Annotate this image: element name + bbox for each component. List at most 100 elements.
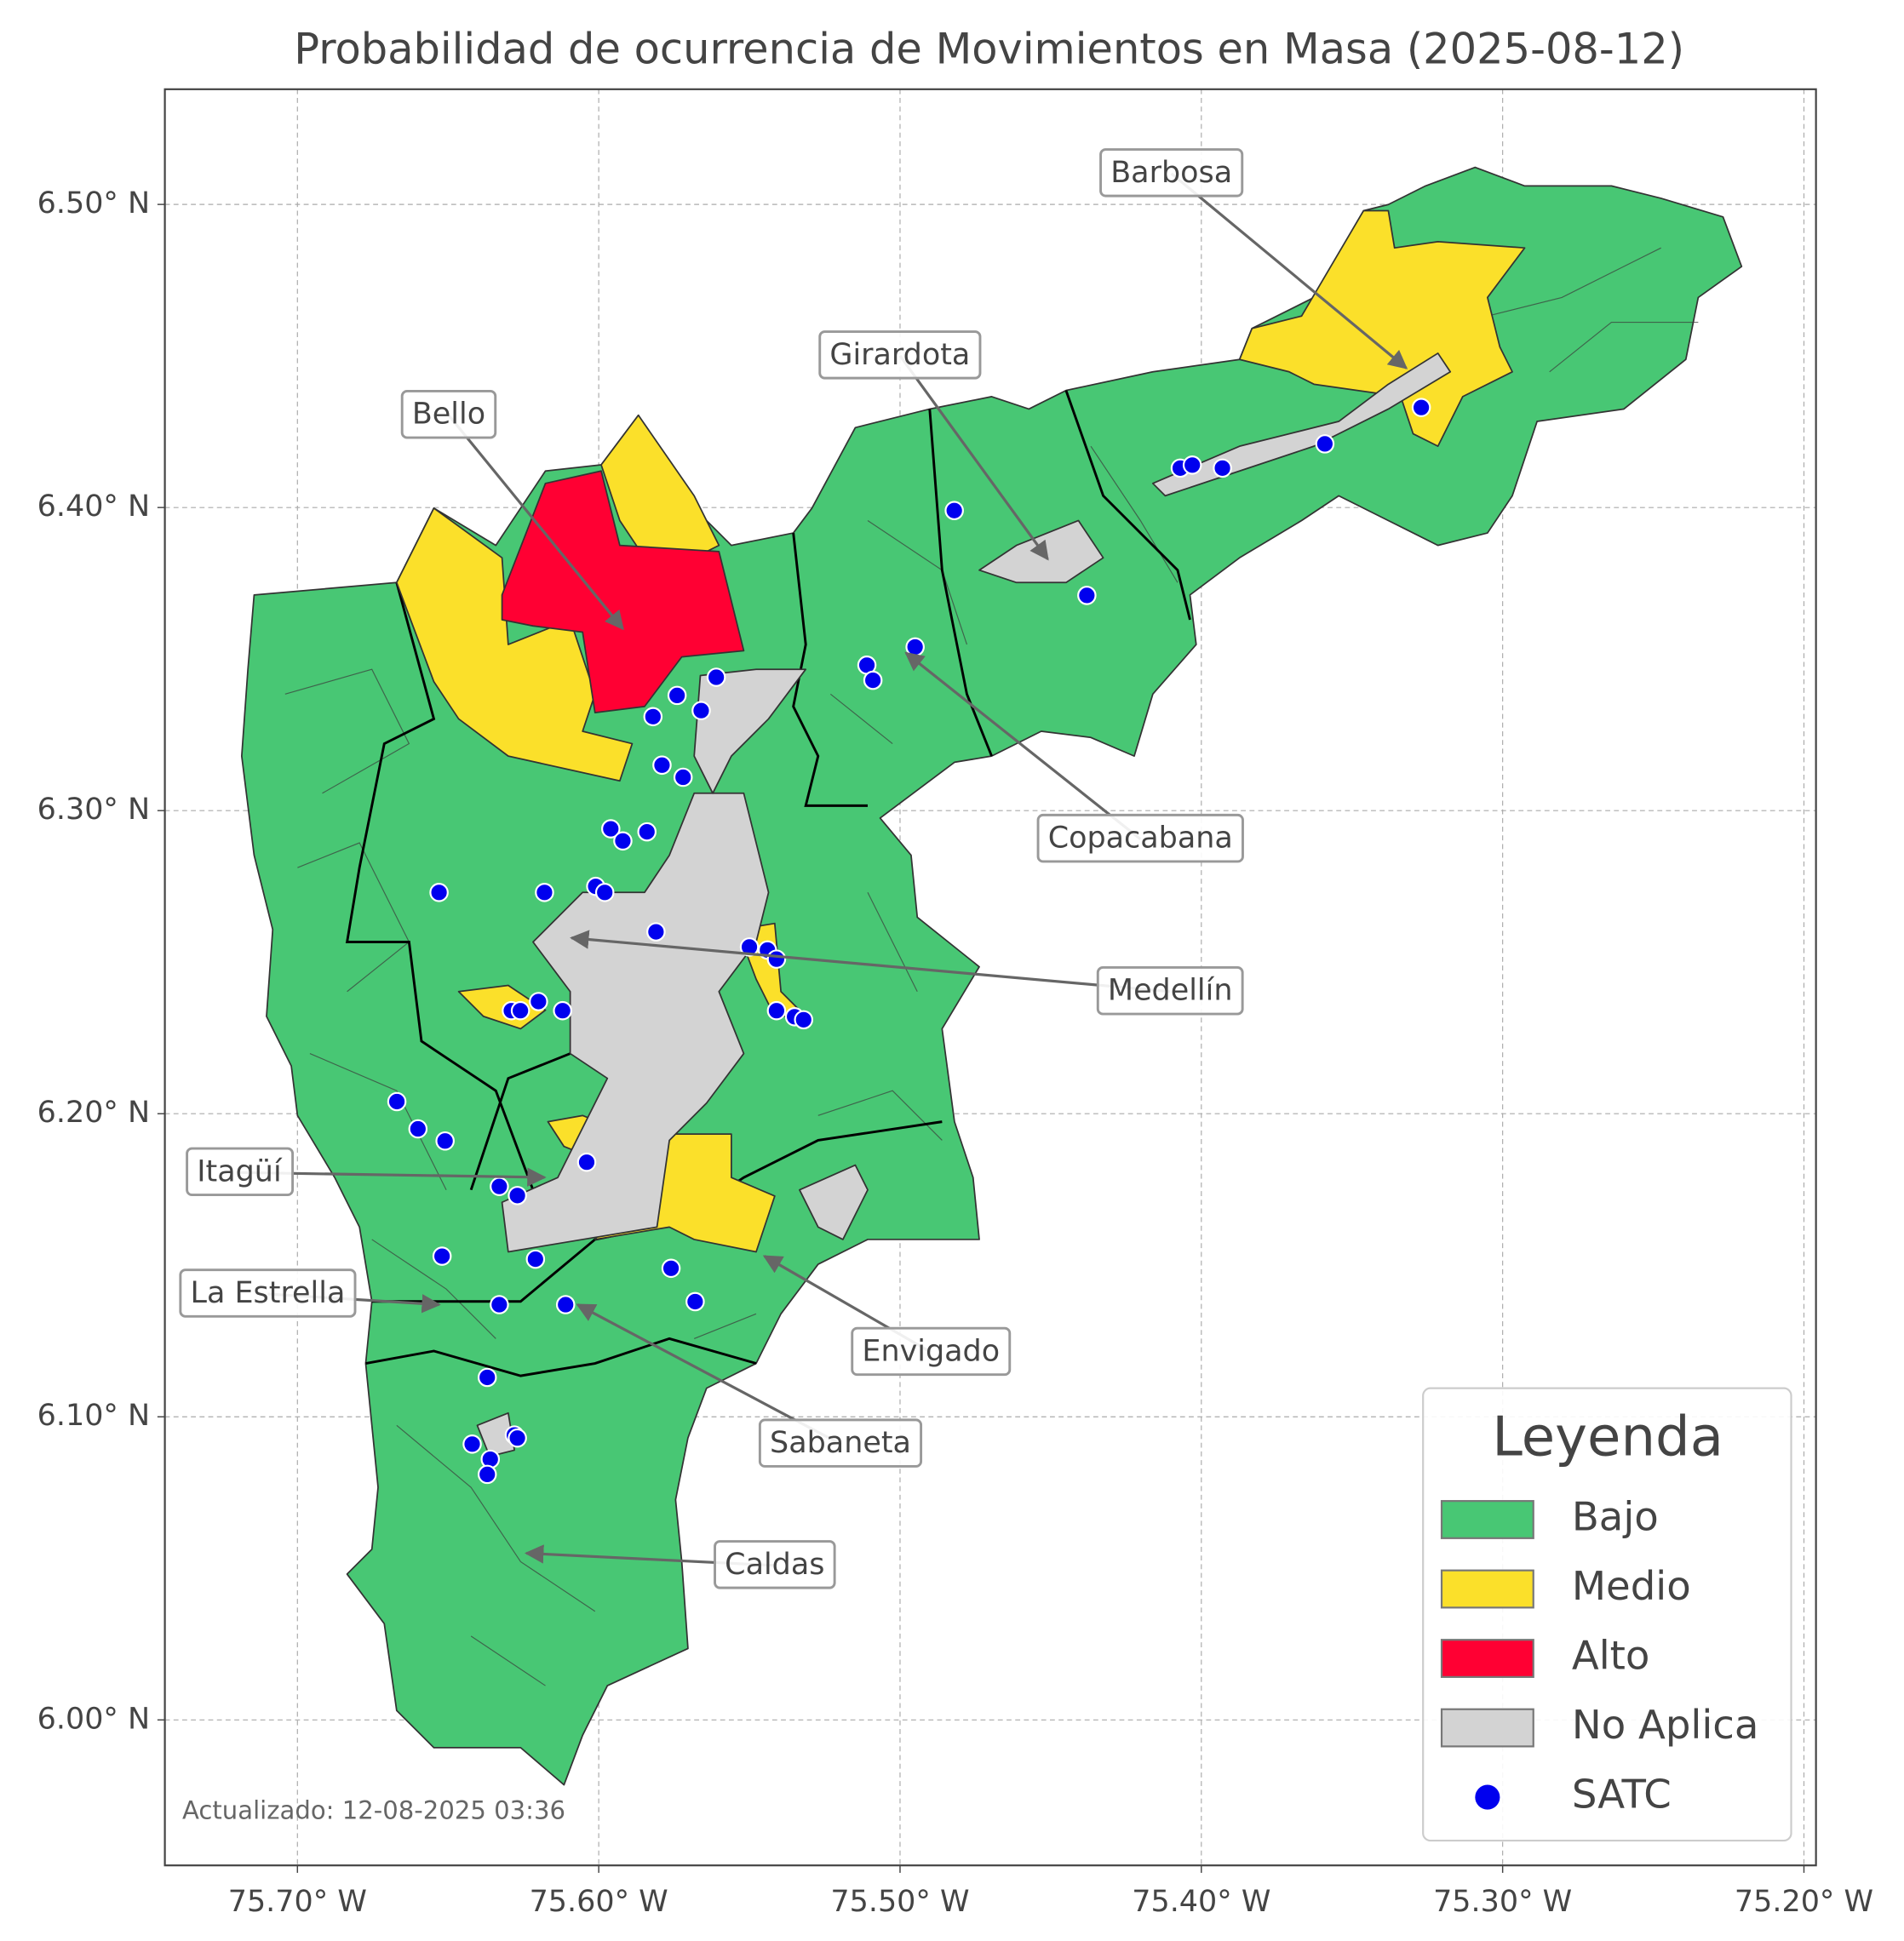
legend-swatch [1440,1500,1534,1539]
legend-label: No Aplica [1572,1702,1759,1748]
satc-point [1411,398,1431,417]
zone-no-aplica [693,668,807,794]
satc-point [646,922,666,942]
satc-point [863,670,883,690]
satc-point [429,883,449,902]
satc-point [766,949,787,969]
plot-frame [163,88,1817,1867]
satc-point [462,1434,482,1454]
annotation: Itagüí [186,1147,547,1197]
satc-point [529,992,548,1011]
map [240,166,1743,1786]
satc-point [387,1091,407,1112]
satc-point [508,1186,527,1205]
x-tick-label: 75.70° W [228,1885,367,1919]
zone-no-aplica [799,1164,869,1240]
annotation: Girardota [818,330,1049,561]
zone-no-aplica [476,1411,516,1457]
footer-note: Actualizado: 12-08-2025 03:36 [182,1796,565,1825]
satc-point [525,1249,546,1269]
satc-point [553,1000,572,1021]
annotation-arrow [904,651,1142,840]
satc-points [387,398,1431,1485]
satc-point [432,1246,452,1266]
satc-point [535,883,554,902]
legend-swatch [1440,1708,1534,1748]
satc-point [637,822,657,842]
zone-alto [501,470,745,714]
annotation-label: Bello [412,398,485,432]
annotation-box [400,390,497,439]
annotation-arrow [570,930,1171,993]
x-tick-label: 75.20° W [1735,1885,1873,1919]
legend-title: Leyenda [1492,1406,1723,1469]
annotation-box [851,1326,1012,1377]
annotation-label: Medellín [1108,974,1233,1008]
x-tick-label: 75.30° W [1433,1885,1572,1919]
satc-point [1315,434,1335,454]
annotation-label: Copacabana [1048,822,1233,856]
y-tick-label: 6.50° N [37,186,150,220]
satc-point [652,755,672,776]
satc-point [685,1291,705,1312]
annotation: La Estrella [179,1268,441,1318]
annotation: Bello [400,390,624,631]
annotation-label: Caldas [725,1548,824,1582]
satc-point [766,1000,787,1021]
x-tick-label: 75.40° W [1132,1885,1270,1919]
annotation-arrow [447,414,624,631]
y-tick-label: 6.00° N [37,1702,150,1736]
satc-point [490,1177,509,1196]
legend-swatch [1440,1569,1534,1609]
x-tick-label: 75.50° W [830,1885,969,1919]
annotation-box [1096,966,1244,1016]
zone-medio [395,507,634,782]
annotation-label: La Estrella [191,1276,346,1310]
satc-point [1213,458,1232,478]
annotation-label: Barbosa [1110,156,1232,190]
satc-point [1077,586,1097,605]
satc-point [594,883,615,902]
satc-point [576,1152,597,1172]
annotation-box [1036,813,1244,863]
legend-label: Bajo [1572,1493,1659,1539]
satc-point [435,1131,455,1151]
annotation: Barbosa [1099,148,1408,369]
satc-point [477,1367,497,1388]
municipal-boundaries [345,390,1191,1377]
annotation-label: Sabaneta [770,1426,911,1460]
zone-no-aplica [501,792,770,1253]
satc-point [667,685,687,706]
annotation-label: Envigado [862,1334,1000,1368]
annotation-box [179,1268,357,1318]
annotation-box [186,1147,295,1197]
legend-label: SATC [1572,1772,1672,1818]
y-tick-label: 6.40° N [37,490,150,524]
satc-point [613,831,633,851]
annotation-box [714,1540,836,1589]
annotation-arrow [1170,172,1408,369]
satc-point [1182,455,1202,475]
annotation: Medellín [570,930,1244,1016]
legend-label: Alto [1572,1633,1650,1679]
legend: Leyenda Bajo Medio Alto No Aplica SATC [1422,1387,1792,1842]
annotation-box [818,330,982,380]
satc-point [643,707,663,727]
annotation-box [1099,148,1244,198]
annotation-label: Girardota [829,338,970,372]
satc-point [739,937,760,957]
annotation: Caldas [524,1540,836,1589]
legend-marker [1475,1784,1500,1810]
satc-point [408,1119,428,1139]
y-tick-label: 6.20° N [37,1096,150,1130]
satc-point [555,1295,576,1314]
internal-boundaries [284,247,1699,1686]
x-tick-label: 75.60° W [530,1885,668,1919]
satc-point [691,701,711,720]
satc-point [673,767,693,787]
satc-point [490,1295,509,1314]
annotation-box [758,1418,923,1468]
annotation-arrow [898,354,1049,561]
satc-point [510,1000,530,1021]
